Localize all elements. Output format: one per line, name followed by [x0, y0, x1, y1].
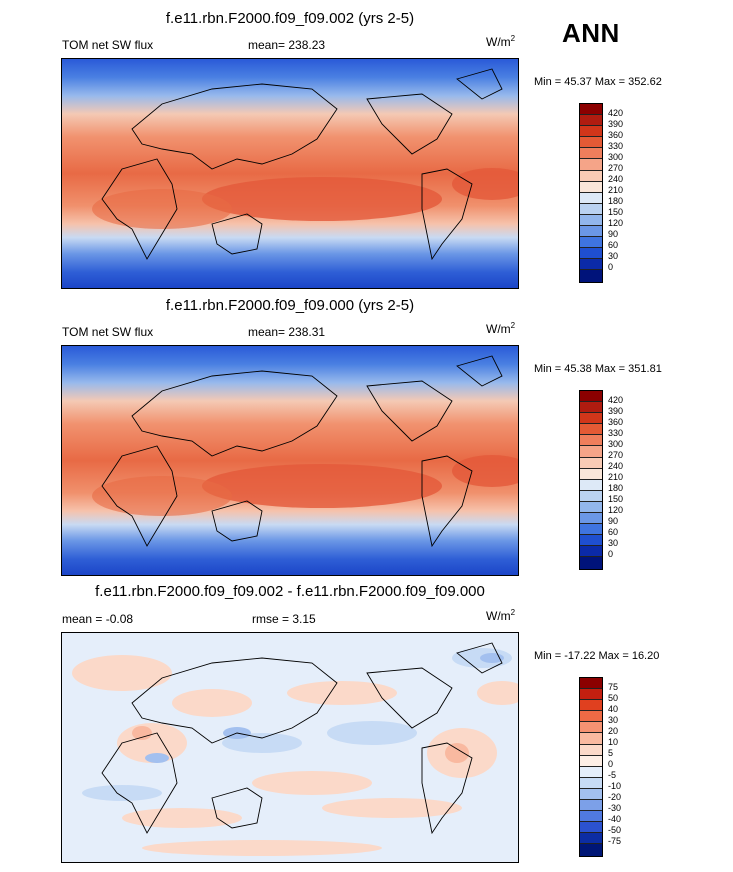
colorbar-tick: 90	[608, 229, 619, 239]
colorbar-tick: 330	[608, 141, 624, 151]
colorbar-tick: 30	[608, 538, 619, 548]
colorbar-tick: 5	[608, 748, 614, 758]
colorbar-tick: 390	[608, 406, 624, 416]
panel3-minmax: Min = -17.22 Max = 16.20	[534, 650, 660, 662]
colorbar-tick: -5	[608, 770, 617, 780]
panel3-colorbar	[579, 677, 603, 857]
panel1-variable-label: TOM net SW flux	[62, 38, 154, 52]
colorbar-tick: 50	[608, 693, 619, 703]
panel3-map	[61, 632, 519, 863]
colorbar-tick: -40	[608, 814, 622, 824]
colorbar-tick: 150	[608, 494, 624, 504]
colorbar-tick: 20	[608, 726, 619, 736]
panel1-units-label: W/m2	[486, 34, 516, 49]
colorbar-tick: 240	[608, 461, 624, 471]
colorbar-tick: 30	[608, 251, 619, 261]
colorbar-tick: -20	[608, 792, 622, 802]
panel2-variable-label: TOM net SW flux	[62, 325, 154, 339]
panel3-heatmap	[62, 633, 518, 862]
colorbar-tick: -75	[608, 836, 622, 846]
colorbar-tick: 330	[608, 428, 624, 438]
season-label: ANN	[562, 18, 620, 48]
colorbar-tick: 300	[608, 439, 624, 449]
colorbar-tick: 75	[608, 682, 619, 692]
colorbar-tick: 30	[608, 715, 619, 725]
colorbar-tick: 0	[608, 549, 614, 559]
colorbar-tick: 120	[608, 505, 624, 515]
panel1-minmax: Min = 45.37 Max = 352.62	[534, 76, 662, 88]
panel2-minmax: Min = 45.38 Max = 351.81	[534, 363, 662, 375]
panel3-units-label: W/m2	[486, 608, 516, 623]
colorbar-tick: 390	[608, 119, 624, 129]
colorbar-tick: 90	[608, 516, 619, 526]
panel2-mean-label: mean= 238.31	[248, 325, 326, 339]
colorbar-tick: 360	[608, 130, 624, 140]
colorbar-tick: -50	[608, 825, 622, 835]
colorbar-tick: 180	[608, 196, 624, 206]
panel1-mean-label: mean= 238.23	[248, 38, 326, 52]
panel3-title: f.e11.rbn.F2000.f09_f09.002 - f.e11.rbn.…	[95, 583, 485, 600]
panel1-map	[61, 58, 519, 289]
colorbar-tick: 150	[608, 207, 624, 217]
panel3-mean-label: mean = -0.08	[62, 612, 134, 626]
colorbar-tick: 0	[608, 262, 614, 272]
colorbar-tick: 240	[608, 174, 624, 184]
colorbar-tick: 60	[608, 527, 619, 537]
panel2-map	[61, 345, 519, 576]
colorbar-tick: 120	[608, 218, 624, 228]
colorbar-tick: 40	[608, 704, 619, 714]
colorbar-tick: 60	[608, 240, 619, 250]
panel3-rmse-label: rmse = 3.15	[252, 612, 316, 626]
colorbar-tick: -10	[608, 781, 622, 791]
panel2-colorbar	[579, 390, 603, 570]
panel2-units-label: W/m2	[486, 321, 516, 336]
colorbar-tick: 180	[608, 483, 624, 493]
colorbar-tick: 210	[608, 472, 624, 482]
colorbar-tick: 360	[608, 417, 624, 427]
colorbar-tick: 300	[608, 152, 624, 162]
colorbar-tick: 420	[608, 108, 624, 118]
colorbar-tick: 10	[608, 737, 619, 747]
panel1-heatmap	[62, 59, 518, 288]
colorbar-tick: 420	[608, 395, 624, 405]
colorbar-tick: 210	[608, 185, 624, 195]
colorbar-tick: 270	[608, 163, 624, 173]
panel2-title: f.e11.rbn.F2000.f09_f09.000 (yrs 2-5)	[165, 297, 415, 314]
colorbar-tick: 0	[608, 759, 614, 769]
panel1-title: f.e11.rbn.F2000.f09_f09.002 (yrs 2-5)	[165, 10, 415, 27]
colorbar-tick: -30	[608, 803, 622, 813]
panel1-colorbar	[579, 103, 603, 283]
colorbar-tick: 270	[608, 450, 624, 460]
panel2-heatmap	[62, 346, 518, 575]
